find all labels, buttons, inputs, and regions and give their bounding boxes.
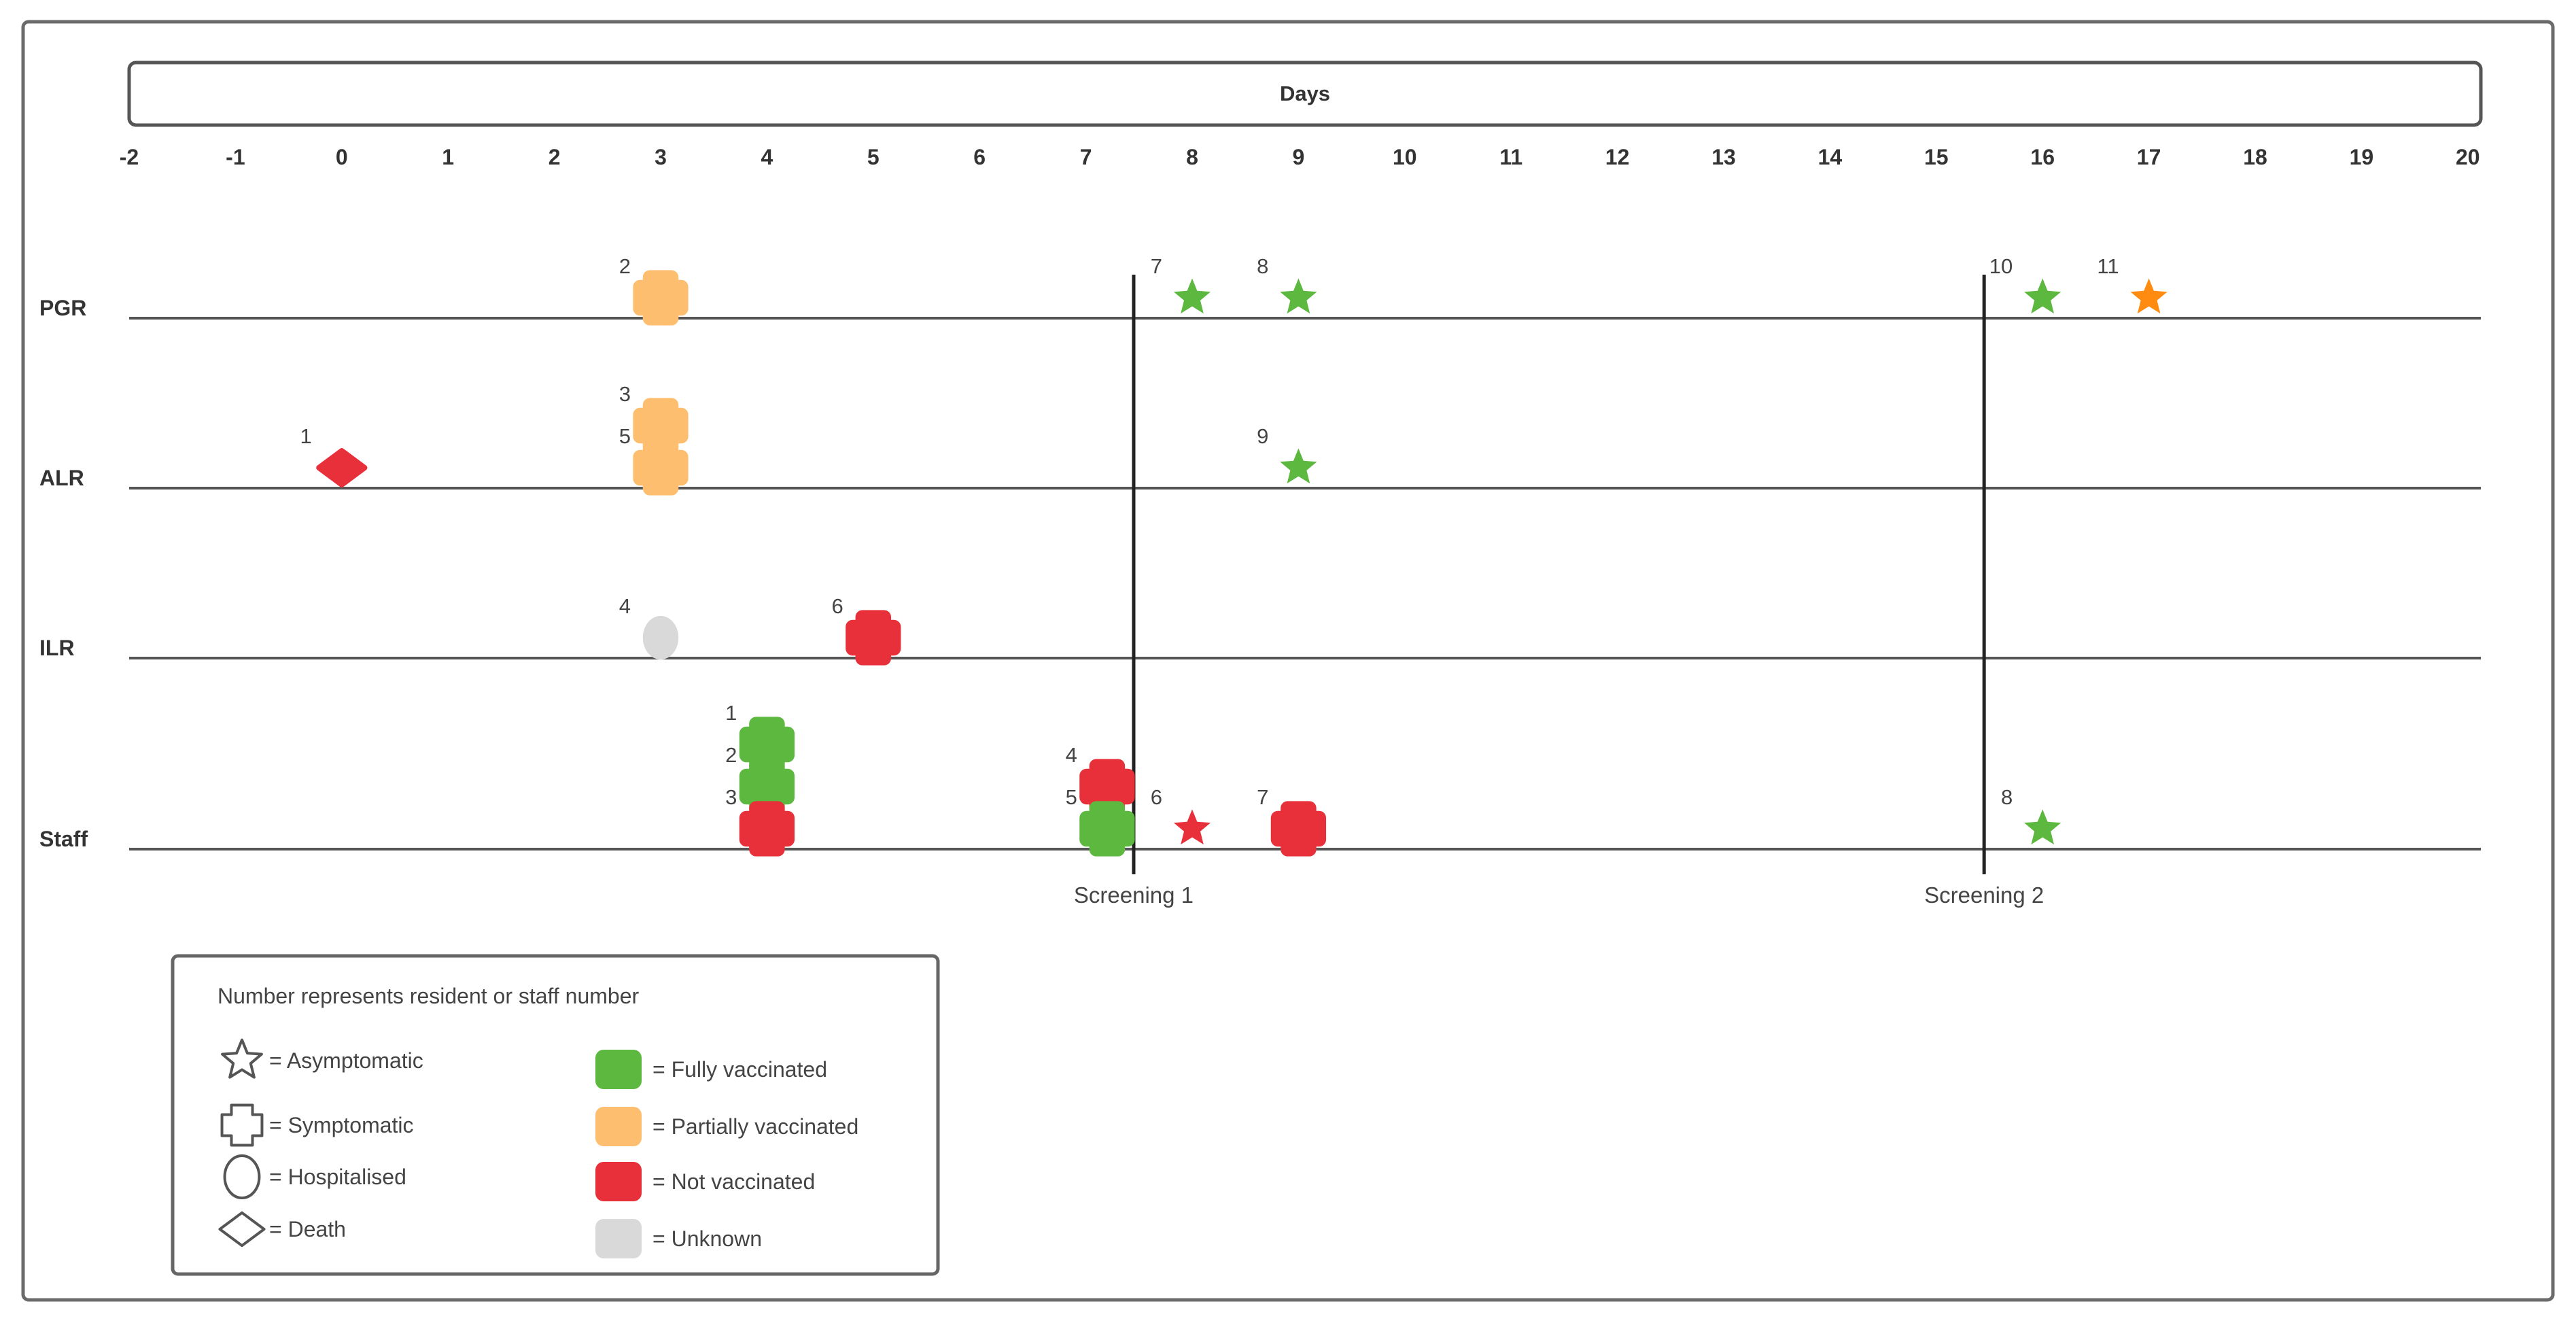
legend-shape-label: = Death <box>269 1217 346 1241</box>
legend-shape-items: = Asymptomatic = Symptomatic = Hospitalise… <box>218 1038 423 1248</box>
case-number-label: 8 <box>1257 254 1268 278</box>
case-marker <box>2130 278 2168 314</box>
case-marker <box>316 448 368 487</box>
screening-label: Screening 1 <box>1074 882 1194 908</box>
x-tick-label: 1 <box>442 145 454 169</box>
case-number-label: 6 <box>1151 785 1162 809</box>
x-tick-label: 8 <box>1186 145 1198 169</box>
case-marker <box>1079 801 1135 857</box>
screening-markers: Screening 1 Screening 2 <box>1074 275 2044 908</box>
x-tick-label: 4 <box>761 145 773 169</box>
case-number-label: 3 <box>619 382 631 406</box>
legend-color-label: = Unknown <box>652 1226 762 1251</box>
legend-color-items: = Fully vaccinated = Partially vaccinated… <box>595 1050 858 1258</box>
days-header-title: Days <box>1280 82 1330 105</box>
row-label: ALR <box>39 466 84 490</box>
case-number-label: 5 <box>619 424 631 448</box>
x-tick-label: 18 <box>2243 145 2267 169</box>
case-number-label: 7 <box>1257 785 1268 809</box>
x-tick-label: 15 <box>1924 145 1949 169</box>
legend-color-swatch <box>595 1162 642 1201</box>
x-tick-label: 12 <box>1605 145 1630 169</box>
x-tick-label: -2 <box>120 145 139 169</box>
case-number-label: 1 <box>725 701 737 725</box>
x-tick-label: 20 <box>2456 145 2480 169</box>
case-number-label: 4 <box>619 594 631 618</box>
case-number-label: 2 <box>725 743 737 767</box>
case-number-label: 10 <box>1989 254 2013 278</box>
case-marker <box>739 759 795 814</box>
x-tick-label: 13 <box>1711 145 1736 169</box>
case-marker <box>642 616 679 659</box>
case-marker <box>1270 801 1327 857</box>
x-tick-label: 3 <box>655 145 667 169</box>
case-number-label: 6 <box>832 594 843 618</box>
legend-death-icon <box>218 1211 266 1248</box>
case-marker <box>1280 448 1317 484</box>
x-tick-label: 2 <box>549 145 561 169</box>
x-tick-label: 7 <box>1080 145 1092 169</box>
x-tick-label: 16 <box>2030 145 2055 169</box>
x-tick-label: 14 <box>1818 145 1843 169</box>
x-tick-label: 6 <box>973 145 986 169</box>
case-number-label: 2 <box>619 254 631 278</box>
days-header-box <box>127 61 2483 127</box>
case-marker <box>633 270 689 326</box>
case-marker <box>1280 278 1317 314</box>
case-marker <box>633 440 689 496</box>
x-tick-label: 17 <box>2137 145 2161 169</box>
row-label: PGR <box>39 296 86 320</box>
x-axis-ticks: -2 -1 0 1 2 3 4 5 6 7 8 9 10 11 12 13 14 15 16 17 18 19 20 <box>120 145 2480 169</box>
legend-color-label: = Fully vaccinated <box>652 1057 827 1082</box>
case-marker <box>739 717 795 772</box>
x-tick-label: 11 <box>1499 145 1522 169</box>
row-label: Staff <box>39 827 88 851</box>
case-marker <box>2024 278 2061 314</box>
legend-color-label: = Not vaccinated <box>652 1169 815 1194</box>
case-number-label: 4 <box>1066 743 1077 767</box>
row-label: ILR <box>39 636 75 660</box>
legend-color-swatch <box>595 1219 642 1258</box>
case-marker <box>2024 809 2061 845</box>
legend-shape-label: = Symptomatic <box>269 1113 414 1137</box>
x-tick-label: 5 <box>867 145 880 169</box>
legend-note: Number represents resident or staff numb… <box>217 984 639 1008</box>
case-number-label: 9 <box>1257 424 1268 448</box>
legend-shape-label: = Hospitalised <box>269 1165 406 1189</box>
x-tick-label: 9 <box>1293 145 1305 169</box>
legend-color-swatch <box>595 1107 642 1146</box>
x-tick-label: 19 <box>2350 145 2374 169</box>
timeline-rows: PGR ALR ILR Staff <box>39 296 2481 851</box>
x-tick-label: 0 <box>336 145 348 169</box>
legend-shape-label: = Asymptomatic <box>269 1048 423 1073</box>
case-marker <box>1079 759 1135 814</box>
case-marker <box>846 610 901 666</box>
case-marker <box>633 398 689 453</box>
case-marker <box>739 801 795 857</box>
x-tick-label: 10 <box>1393 145 1417 169</box>
case-marker <box>1173 278 1211 314</box>
legend-color-label: = Partially vaccinated <box>652 1114 858 1139</box>
case-number-label: 5 <box>1066 785 1077 809</box>
screening-label: Screening 2 <box>1924 882 2044 908</box>
legend-symptomatic-icon <box>220 1103 264 1147</box>
case-number-label: 11 <box>2097 254 2119 278</box>
x-tick-label: -1 <box>226 145 245 169</box>
case-marker <box>1173 809 1211 845</box>
legend-hospitalised-icon <box>223 1154 261 1199</box>
case-number-label: 8 <box>2001 785 2013 809</box>
legend-color-swatch <box>595 1050 642 1089</box>
legend: Number represents resident or staff numb… <box>171 954 940 1276</box>
case-number-label: 7 <box>1151 254 1162 278</box>
case-number-label: 1 <box>300 424 312 448</box>
legend-box <box>171 954 940 1276</box>
case-number-label: 3 <box>725 785 737 809</box>
legend-asymptomatic-icon <box>221 1038 263 1079</box>
